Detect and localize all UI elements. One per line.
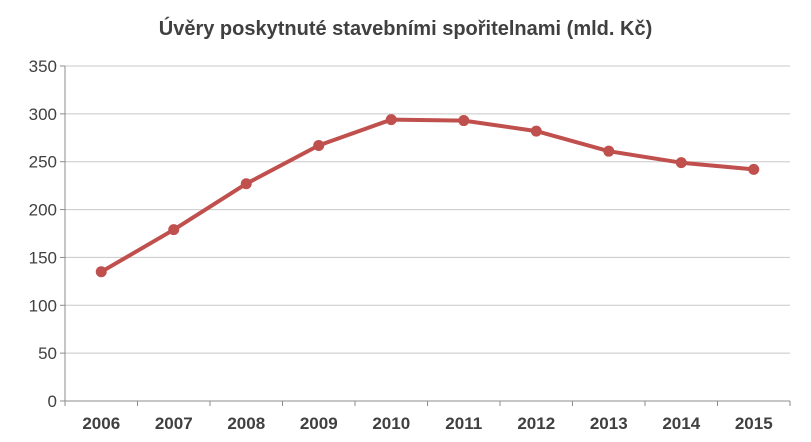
data-point-2010	[385, 114, 397, 126]
y-tick-label-150: 150	[29, 248, 57, 267]
x-tick-label-2014: 2014	[662, 414, 700, 433]
x-tick-label-2008: 2008	[227, 414, 265, 433]
y-tick-label-100: 100	[29, 296, 57, 315]
x-tick-label-2007: 2007	[155, 414, 193, 433]
x-tick-label-2012: 2012	[517, 414, 555, 433]
x-tick-labels: 2006 2007 2008 2009 2010 2011 2012 2013 2014 2015	[82, 414, 772, 433]
y-tick-label-350: 350	[29, 57, 57, 76]
axes	[60, 65, 791, 406]
x-tick-label-2013: 2013	[590, 414, 628, 433]
series-line-0	[99, 117, 756, 274]
gridlines	[65, 65, 790, 354]
y-tick-label-200: 200	[29, 201, 57, 220]
data-point-2014	[675, 157, 687, 169]
data-point-2011	[458, 115, 470, 127]
data-point-2009	[313, 139, 325, 151]
chart-title: Úvěry poskytnuté stavebními spořitelnami…	[158, 18, 653, 40]
x-tick-label-2015: 2015	[735, 414, 773, 433]
y-tick-label-300: 300	[29, 105, 57, 124]
y-tick-label-250: 250	[29, 153, 57, 172]
data-point-2013	[603, 145, 615, 157]
data-point-2012	[530, 125, 542, 137]
x-tick-label-2006: 2006	[82, 414, 120, 433]
data-point-2007	[168, 224, 180, 236]
x-tick-label-2010: 2010	[372, 414, 410, 433]
y-tick-label-0: 0	[48, 392, 57, 411]
data-point-2008	[240, 178, 252, 190]
x-tick-label-2011: 2011	[445, 414, 482, 433]
data-point-2006	[95, 266, 107, 278]
data-point-2015	[748, 163, 760, 175]
series-layer	[95, 114, 760, 278]
x-tick-label-2009: 2009	[300, 414, 338, 433]
y-tick-labels: 0 50 100 150 200 250 300 350	[29, 57, 57, 411]
y-tick-label-50: 50	[38, 344, 57, 363]
